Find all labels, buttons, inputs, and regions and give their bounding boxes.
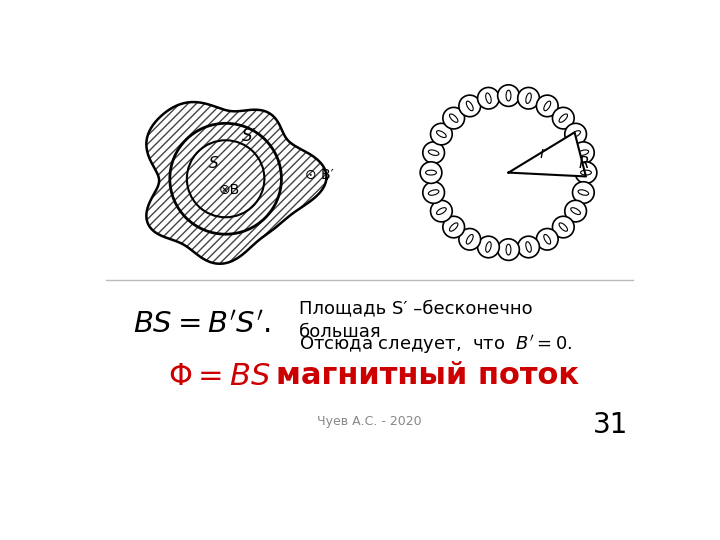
Text: R: R xyxy=(579,156,590,171)
Circle shape xyxy=(518,87,539,109)
Circle shape xyxy=(459,228,481,250)
Circle shape xyxy=(187,140,264,217)
Circle shape xyxy=(459,95,481,117)
Circle shape xyxy=(536,228,558,250)
Text: S′: S′ xyxy=(242,127,256,145)
Circle shape xyxy=(431,123,452,145)
Polygon shape xyxy=(508,132,586,177)
Text: ⊙ B′: ⊙ B′ xyxy=(305,168,333,182)
Circle shape xyxy=(572,182,594,203)
Circle shape xyxy=(552,216,574,238)
Text: Отсюда следует,  что  $B'=0.$: Отсюда следует, что $B'=0.$ xyxy=(300,333,573,356)
Text: r: r xyxy=(539,146,546,161)
Text: Чуев А.С. - 2020: Чуев А.С. - 2020 xyxy=(317,415,421,428)
Circle shape xyxy=(575,162,597,184)
Text: S: S xyxy=(210,156,219,171)
Circle shape xyxy=(498,239,519,260)
Text: 31: 31 xyxy=(593,411,629,440)
Text: $BS = B'S'.$: $BS = B'S'.$ xyxy=(132,309,270,339)
Circle shape xyxy=(443,107,464,129)
Circle shape xyxy=(423,182,444,203)
Circle shape xyxy=(552,107,574,129)
Text: $\Phi = BS$: $\Phi = BS$ xyxy=(168,361,270,392)
Text: ⊗B: ⊗B xyxy=(219,183,240,197)
Polygon shape xyxy=(146,102,326,264)
Circle shape xyxy=(564,200,587,222)
Circle shape xyxy=(536,95,558,117)
Circle shape xyxy=(572,142,594,164)
Circle shape xyxy=(518,236,539,258)
Circle shape xyxy=(477,87,499,109)
Circle shape xyxy=(443,216,464,238)
Circle shape xyxy=(477,236,499,258)
Circle shape xyxy=(170,123,282,234)
Circle shape xyxy=(423,142,444,164)
Circle shape xyxy=(431,200,452,222)
Circle shape xyxy=(420,162,442,184)
Text: Площадь S′ –бесконечно
большая: Площадь S′ –бесконечно большая xyxy=(300,300,533,341)
Text: магнитный поток: магнитный поток xyxy=(276,361,579,390)
Circle shape xyxy=(564,123,587,145)
Circle shape xyxy=(498,85,519,106)
